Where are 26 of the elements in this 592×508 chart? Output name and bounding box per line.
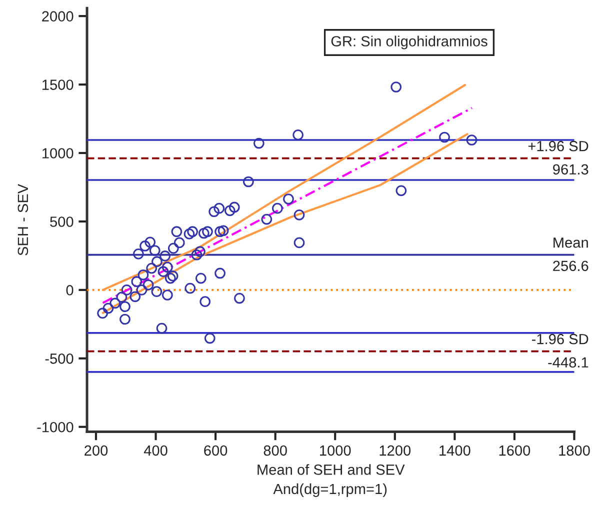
x-tick-label: 1400 [440,445,470,456]
ref-line-label: Mean [554,238,588,248]
ref-line-label: -1.96 SD [532,334,588,344]
annotation: -448.1 [548,357,588,368]
x-axis-title: Mean of SEH and SEV [258,464,405,475]
y-tick-label: -1000 [37,422,74,432]
y-tick-label: 500 [50,216,74,227]
annotation: 256.6 [553,260,588,272]
annotation: 961.3 [553,164,588,175]
y-tick-label: 2000 [42,11,74,22]
text: GR: Sin oligohidramnios [331,36,488,50]
x-tick-label: 600 [204,445,228,456]
x-tick-label: 1000 [320,445,351,456]
x-tick-label: 400 [144,445,168,456]
x-tick-label: 1800 [559,445,590,456]
y-tick-label: 0 [66,285,74,296]
y-axis-title: SEH - SEV [18,184,28,256]
y-tick-label: 1500 [42,80,74,90]
x-tick-label: 800 [264,445,287,456]
y-tick-label: -500 [45,354,74,364]
y-tick-label: 1000 [42,148,74,158]
x-tick-label: 200 [84,445,108,456]
x-tick-label: 1600 [499,445,530,456]
ref-line-label: +1.96 SD [528,140,588,152]
text: And(dg=1,rpm=1) [273,483,387,498]
x-tick-label: 1200 [380,445,411,456]
